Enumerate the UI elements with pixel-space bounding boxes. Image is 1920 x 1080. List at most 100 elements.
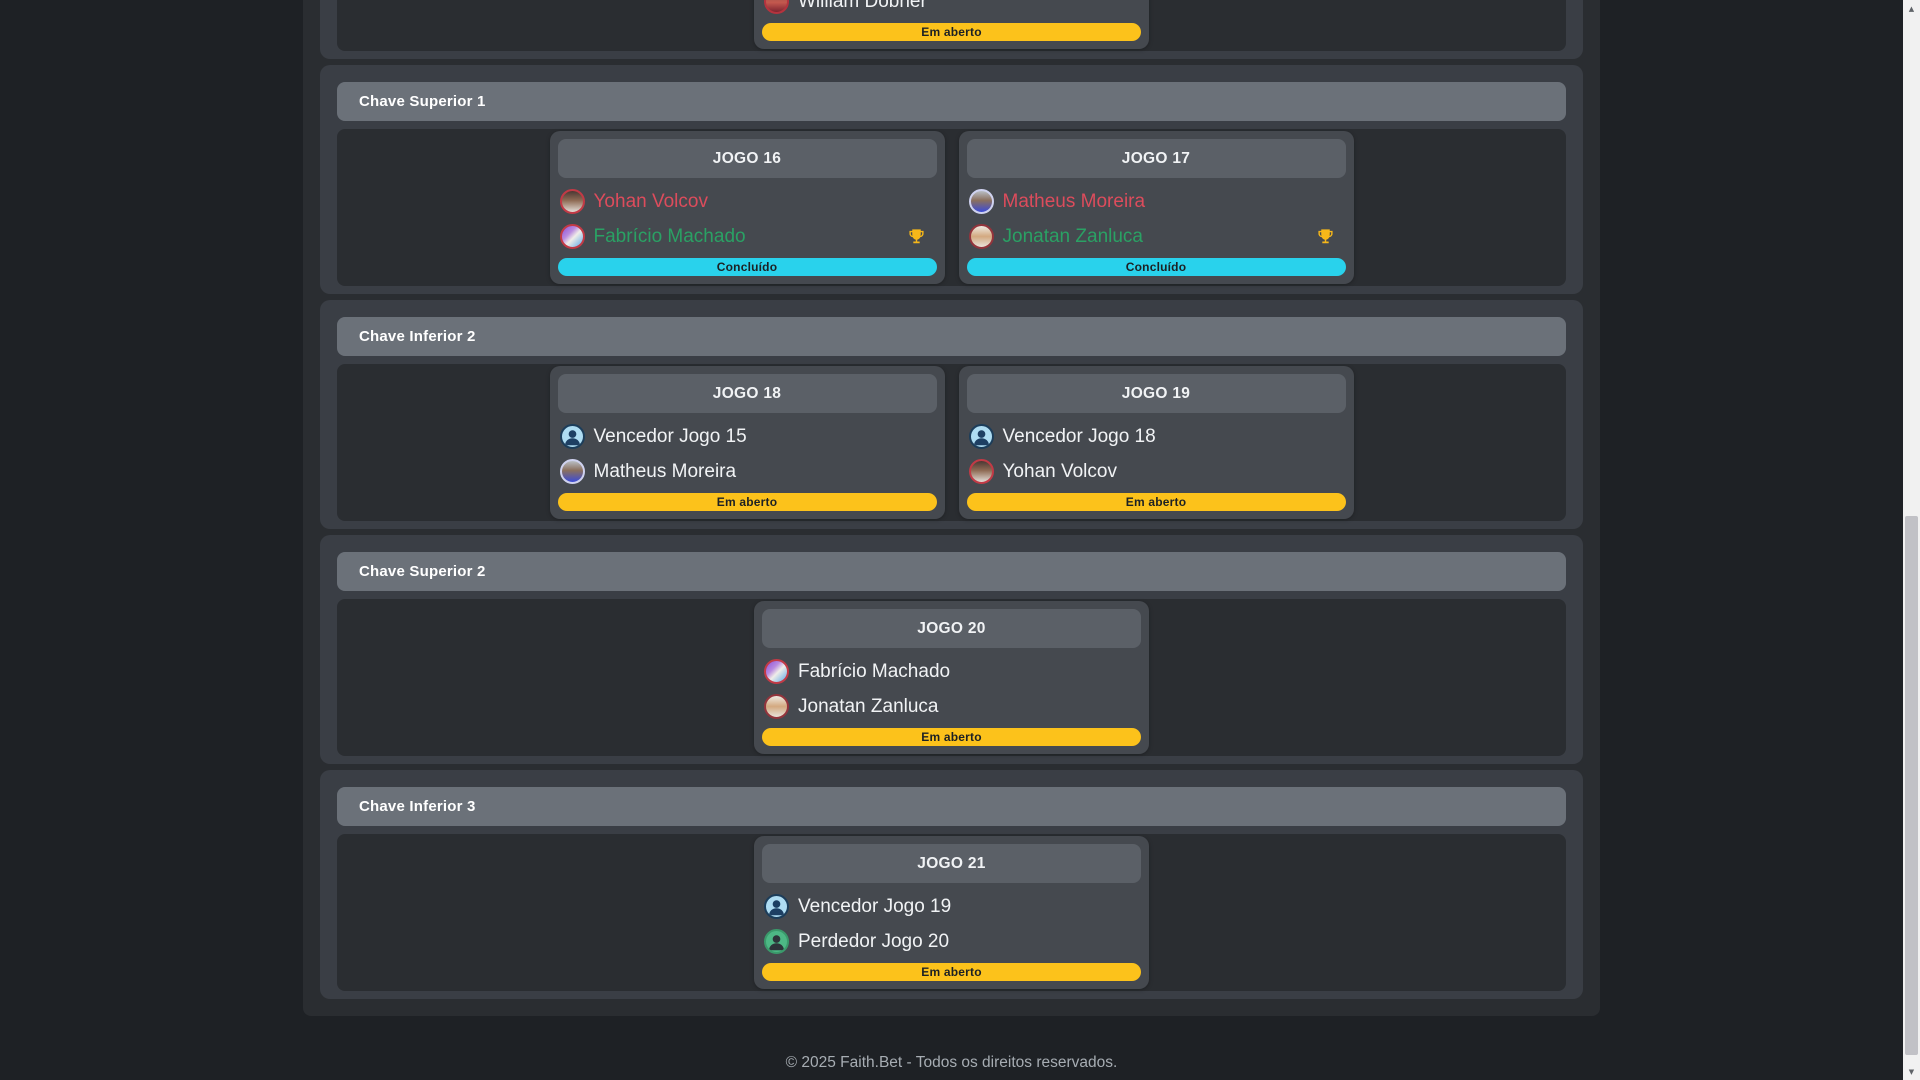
player-row: Jonatan Zanluca bbox=[764, 691, 1139, 722]
section-title: Chave Inferior 3 bbox=[359, 798, 476, 815]
player-name: Vencedor Jogo 18 bbox=[1002, 426, 1156, 447]
match-card: JOGO 20 Fabrício Machado Jonatan Zanluca… bbox=[754, 601, 1149, 754]
section-body: William Dobner Em aberto bbox=[337, 0, 1566, 51]
player-name: Yohan Volcov bbox=[1002, 461, 1117, 482]
section-header: Chave Inferior 2 bbox=[337, 317, 1566, 356]
player-avatar bbox=[559, 189, 585, 214]
footer: © 2025 Faith.Bet - Todos os direitos res… bbox=[0, 1016, 1903, 1072]
section-header: Chave Inferior 3 bbox=[337, 787, 1566, 826]
trophy-icon bbox=[1317, 228, 1334, 245]
bracket-section: Chave Superior 2 JOGO 20 Fabrício Machad… bbox=[320, 535, 1583, 764]
player-list: William Dobner bbox=[764, 0, 1139, 17]
player-name: Vencedor Jogo 15 bbox=[593, 426, 747, 447]
match-status-button[interactable]: Em aberto bbox=[762, 963, 1141, 981]
match-header: JOGO 16 bbox=[557, 139, 937, 178]
bracket-section: Chave Inferior 2 JOGO 18 Vencedor Jogo 1… bbox=[320, 300, 1583, 529]
player-row: William Dobner bbox=[764, 0, 1139, 17]
match-header: JOGO 17 bbox=[966, 139, 1346, 178]
player-row: Yohan Volcov bbox=[559, 186, 935, 217]
player-avatar bbox=[968, 459, 994, 484]
match-title: JOGO 19 bbox=[1121, 384, 1191, 402]
player-row: Fabrício Machado bbox=[764, 656, 1139, 687]
section-title: Chave Inferior 2 bbox=[359, 328, 476, 345]
match-status-button[interactable]: Em aberto bbox=[762, 728, 1141, 746]
section-body: JOGO 18 Vencedor Jogo 15 Matheus Moreira… bbox=[337, 364, 1566, 521]
match-title: JOGO 17 bbox=[1121, 149, 1191, 167]
player-avatar bbox=[764, 694, 789, 719]
player-name: Matheus Moreira bbox=[1002, 191, 1146, 212]
player-row: Vencedor Jogo 19 bbox=[764, 891, 1139, 922]
match-card: William Dobner Em aberto bbox=[754, 0, 1149, 49]
player-avatar bbox=[559, 424, 585, 449]
player-name: Matheus Moreira bbox=[593, 461, 737, 482]
section-header: Chave Superior 2 bbox=[337, 552, 1566, 591]
bracket-container: William Dobner Em aberto Chave Superior … bbox=[303, 0, 1600, 1016]
scrollbar-up-button[interactable]: ▲ bbox=[1903, 0, 1920, 17]
player-list: Vencedor Jogo 18 Yohan Volcov bbox=[968, 421, 1344, 487]
footer-text: © 2025 Faith.Bet - Todos os direitos res… bbox=[785, 1054, 1118, 1071]
player-avatar bbox=[968, 224, 994, 249]
match-title: JOGO 16 bbox=[712, 149, 782, 167]
player-name: Jonatan Zanluca bbox=[798, 696, 939, 717]
player-list: Vencedor Jogo 19 Perdedor Jogo 20 bbox=[764, 891, 1139, 957]
bracket-section: William Dobner Em aberto bbox=[320, 0, 1583, 59]
bracket-section: Chave Inferior 3 JOGO 21 Vencedor Jogo 1… bbox=[320, 770, 1583, 999]
match-header: JOGO 19 bbox=[966, 374, 1346, 413]
player-list: Vencedor Jogo 15 Matheus Moreira bbox=[559, 421, 935, 487]
player-avatar bbox=[559, 459, 585, 484]
match-card: JOGO 17 Matheus Moreira Jonatan Zanluca … bbox=[958, 131, 1354, 284]
match-title: JOGO 20 bbox=[917, 619, 986, 637]
match-header: JOGO 20 bbox=[762, 609, 1141, 648]
up-arrow-icon: ▲ bbox=[1908, 4, 1915, 13]
player-row: Fabrício Machado bbox=[559, 221, 935, 252]
section-body: JOGO 21 Vencedor Jogo 19 Perdedor Jogo 2… bbox=[337, 834, 1566, 991]
bracket-section: Chave Superior 1 JOGO 16 Yohan Volcov Fa… bbox=[320, 65, 1583, 294]
player-avatar bbox=[968, 189, 994, 214]
player-row: Yohan Volcov bbox=[968, 456, 1344, 487]
player-name: Vencedor Jogo 19 bbox=[798, 896, 952, 917]
player-name: Jonatan Zanluca bbox=[1002, 226, 1144, 247]
match-title: JOGO 21 bbox=[917, 854, 986, 872]
match-status-button[interactable]: Em aberto bbox=[762, 23, 1141, 41]
player-row: Jonatan Zanluca bbox=[968, 221, 1344, 252]
section-title: Chave Superior 1 bbox=[359, 93, 486, 110]
player-row: Matheus Moreira bbox=[968, 186, 1344, 217]
player-name: Fabrício Machado bbox=[798, 661, 951, 682]
scrollbar[interactable]: ▲ ▼ bbox=[1903, 0, 1920, 1080]
section-title: Chave Superior 2 bbox=[359, 563, 486, 580]
match-card: JOGO 16 Yohan Volcov Fabrício Machado Co… bbox=[549, 131, 945, 284]
scrollbar-down-button[interactable]: ▼ bbox=[1903, 1063, 1920, 1080]
match-status-button[interactable]: Em aberto bbox=[557, 493, 937, 511]
player-row: Vencedor Jogo 18 bbox=[968, 421, 1344, 452]
player-row: Matheus Moreira bbox=[559, 456, 935, 487]
match-card: JOGO 21 Vencedor Jogo 19 Perdedor Jogo 2… bbox=[754, 836, 1149, 989]
player-row: Perdedor Jogo 20 bbox=[764, 926, 1139, 957]
match-status-button[interactable]: Concluído bbox=[557, 258, 937, 276]
section-body: JOGO 16 Yohan Volcov Fabrício Machado Co… bbox=[337, 129, 1566, 286]
scrollbar-thumb[interactable] bbox=[1905, 516, 1918, 1055]
player-name: Fabrício Machado bbox=[593, 226, 746, 247]
section-header: Chave Superior 1 bbox=[337, 82, 1566, 121]
player-list: Yohan Volcov Fabrício Machado bbox=[559, 186, 935, 252]
match-header: JOGO 21 bbox=[762, 844, 1141, 883]
down-arrow-icon: ▼ bbox=[1908, 1067, 1915, 1076]
match-header: JOGO 18 bbox=[557, 374, 937, 413]
match-card: JOGO 18 Vencedor Jogo 15 Matheus Moreira… bbox=[549, 366, 945, 519]
player-name: William Dobner bbox=[798, 0, 927, 12]
player-avatar bbox=[764, 0, 789, 14]
match-status-button[interactable]: Concluído bbox=[966, 258, 1346, 276]
player-avatar bbox=[968, 424, 994, 449]
match-card: JOGO 19 Vencedor Jogo 18 Yohan Volcov Em… bbox=[958, 366, 1354, 519]
match-title: JOGO 18 bbox=[712, 384, 782, 402]
player-name: Perdedor Jogo 20 bbox=[798, 931, 950, 952]
player-row: Vencedor Jogo 15 bbox=[559, 421, 935, 452]
player-avatar bbox=[764, 929, 789, 954]
player-name: Yohan Volcov bbox=[593, 191, 708, 212]
section-body: JOGO 20 Fabrício Machado Jonatan Zanluca… bbox=[337, 599, 1566, 756]
match-status-button[interactable]: Em aberto bbox=[966, 493, 1346, 511]
player-list: Matheus Moreira Jonatan Zanluca bbox=[968, 186, 1344, 252]
player-avatar bbox=[764, 659, 789, 684]
trophy-icon bbox=[908, 228, 925, 245]
player-list: Fabrício Machado Jonatan Zanluca bbox=[764, 656, 1139, 722]
